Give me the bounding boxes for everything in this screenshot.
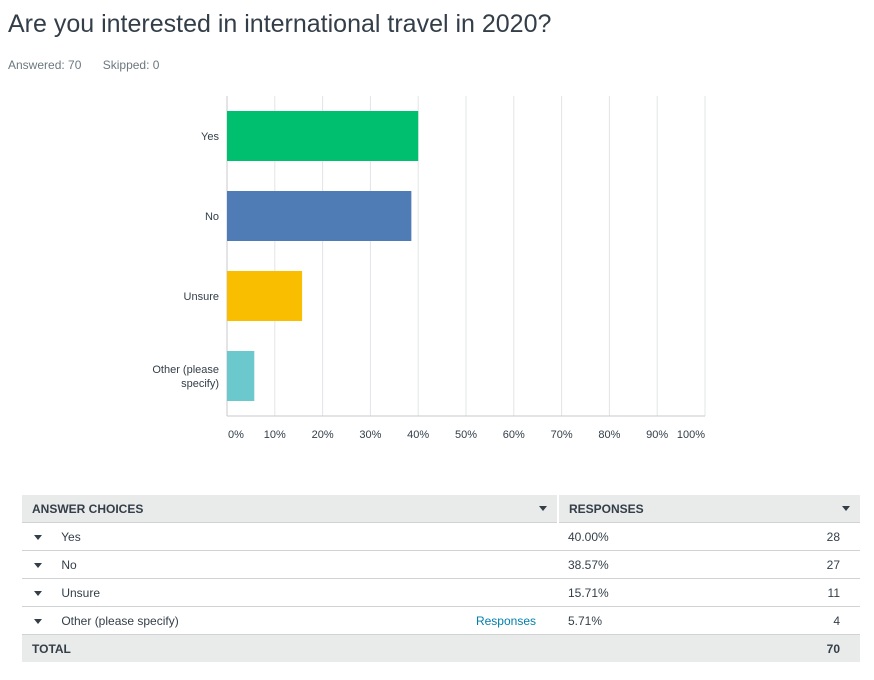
category-label: Yes (201, 131, 219, 143)
answer-choice-cell: Unsure (22, 578, 558, 607)
response-summary: Answered: 70 Skipped: 0 (8, 58, 177, 72)
table-row: No 38.57% 27 (22, 550, 860, 579)
bar[interactable] (227, 111, 419, 161)
category-label: Unsure (184, 291, 219, 303)
answer-choice-label: Yes (61, 529, 81, 544)
category-label: specify) (181, 378, 219, 390)
x-tick-label: 70% (551, 429, 573, 441)
x-tick-label: 50% (455, 429, 477, 441)
expand-caret-icon[interactable] (34, 590, 42, 596)
sort-caret-icon[interactable] (842, 506, 850, 511)
total-row: TOTAL 70 (22, 634, 860, 662)
response-percent: 38.57% (558, 550, 808, 579)
question-title: Are you interested in international trav… (8, 10, 552, 38)
responses-header-label: RESPONSES (569, 501, 644, 516)
table-row: Yes 40.00% 28 (22, 522, 860, 551)
response-count: 11 (808, 578, 860, 607)
x-tick-label: 100% (677, 429, 705, 441)
bar-chart: Yes No Unsure Other (please specify) 0% 10% 20… (152, 96, 706, 441)
answer-choices-header-label: ANSWER CHOICES (32, 501, 144, 516)
x-tick-label: 60% (503, 429, 525, 441)
expand-caret-icon[interactable] (34, 534, 42, 540)
answer-choice-cell: Yes (22, 522, 558, 551)
x-tick-label: 30% (359, 429, 381, 441)
sort-caret-icon[interactable] (539, 506, 547, 511)
answer-choice-cell: No (22, 550, 558, 579)
total-label: TOTAL (22, 634, 558, 662)
expand-caret-icon[interactable] (34, 562, 42, 568)
x-tick-label: 20% (312, 429, 334, 441)
answer-table: ANSWER CHOICES RESPONSES Yes 40.00% 28 N… (22, 495, 860, 662)
answer-choices-header[interactable]: ANSWER CHOICES (22, 495, 558, 523)
response-count: 4 (808, 606, 860, 635)
response-percent: 15.71% (558, 578, 808, 607)
response-percent: 5.71% (558, 606, 808, 635)
answer-choice-label: No (61, 557, 77, 572)
total-value: 70 (808, 634, 860, 662)
bar[interactable] (227, 271, 303, 321)
category-label: No (205, 211, 219, 223)
bar[interactable] (227, 191, 412, 241)
responses-link[interactable]: Responses (475, 613, 536, 628)
response-count: 27 (808, 550, 860, 579)
response-percent: 40.00% (558, 522, 808, 551)
x-tick-label: 40% (407, 429, 429, 441)
expand-caret-icon[interactable] (34, 618, 42, 624)
response-count: 28 (808, 522, 860, 551)
x-tick-label: 90% (646, 429, 668, 441)
skipped-count: Skipped: 0 (102, 58, 160, 72)
bar[interactable] (227, 351, 255, 401)
x-tick-label: 10% (264, 429, 286, 441)
answer-choice-cell: Other (please specify) Responses (22, 606, 558, 635)
x-tick-label: 0% (228, 429, 244, 441)
answer-choice-label: Other (please specify) (61, 613, 179, 628)
x-tick-label: 80% (598, 429, 620, 441)
answered-count: Answered: 70 (8, 58, 82, 72)
table-row: Other (please specify) Responses 5.71% 4 (22, 606, 860, 635)
table-row: Unsure 15.71% 11 (22, 578, 860, 607)
responses-header[interactable]: RESPONSES (557, 495, 860, 523)
answer-choice-label: Unsure (61, 585, 101, 600)
category-label: Other (please (152, 364, 219, 376)
